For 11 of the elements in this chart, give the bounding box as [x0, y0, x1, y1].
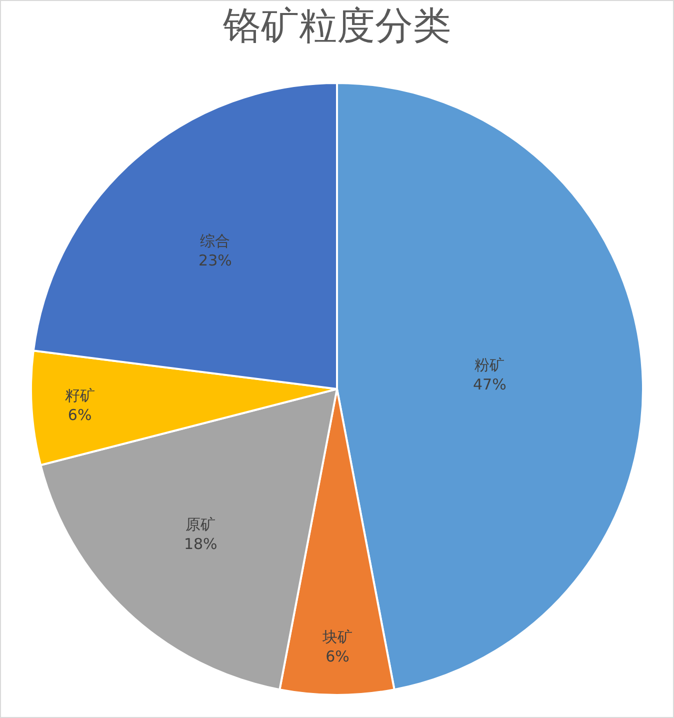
chart-title: 铬矿粒度分类: [222, 3, 451, 48]
slice-label: 粉矿: [474, 356, 505, 374]
slice-label: 综合: [200, 232, 230, 250]
data-label: 18%: [184, 534, 218, 553]
data-label: 6%: [68, 406, 92, 424]
slice-label: 原矿: [186, 515, 216, 534]
data-label: 23%: [198, 252, 232, 270]
data-label: 47%: [472, 375, 506, 394]
slice-label: 籽矿: [64, 386, 95, 404]
data-label: 6%: [326, 647, 350, 666]
slice-label: 块矿: [322, 628, 352, 646]
